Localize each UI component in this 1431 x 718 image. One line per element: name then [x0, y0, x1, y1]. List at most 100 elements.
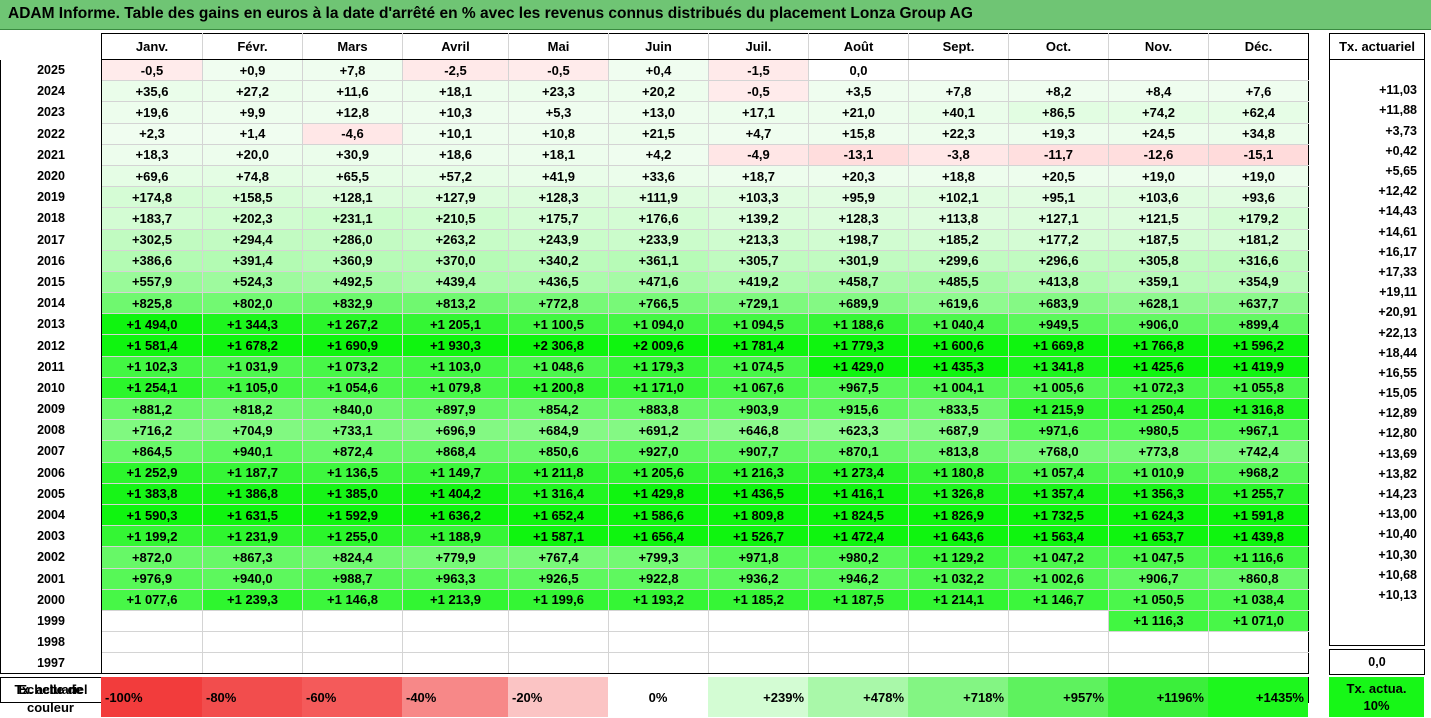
year-label: 2009 [0, 398, 102, 420]
gain-cell: +17,1 [708, 101, 809, 124]
gain-cell: +637,7 [1208, 292, 1309, 315]
tx-value: +11,03 [1329, 80, 1425, 101]
scale-swatch: +957% [1008, 677, 1108, 717]
gain-cell: +557,9 [101, 270, 203, 294]
gain-cell: +1 273,4 [808, 461, 909, 484]
tx-row: +12,89 [1329, 403, 1425, 424]
tx-value: +16,55 [1329, 362, 1425, 383]
gain-cell: +1 386,8 [202, 482, 303, 505]
year-label: 2005 [0, 483, 102, 505]
table-row: 2001 +976,9 +940,0 +988,7 +963,3 +926,5 +922,8… [0, 567, 1309, 590]
gain-cell: +8,4 [1108, 80, 1209, 103]
gain-cell: +354,9 [1208, 270, 1309, 294]
gain-cell: +1 205,1 [402, 313, 509, 336]
gain-cell: +1 809,8 [708, 503, 809, 527]
gain-cell: +361,1 [608, 249, 709, 272]
gain-cell: +1 146,8 [302, 588, 403, 611]
gain-cell [608, 609, 709, 633]
gain-cell: +360,9 [302, 249, 403, 272]
table-row: 2008 +716,2 +704,9 +733,1 +696,9 +684,9 +691,2… [0, 419, 1309, 442]
gain-cell: +689,9 [808, 292, 909, 315]
gain-cell: +1 779,3 [808, 334, 909, 357]
gain-cell: +1 038,4 [1208, 588, 1309, 611]
table-row: 2006 +1 252,9 +1 187,7 +1 136,5 +1 149,7 +1 2… [0, 461, 1309, 484]
gain-cell: +2,3 [101, 122, 203, 145]
gain-cell: +299,6 [908, 249, 1009, 272]
gain-cell: -3,8 [908, 143, 1009, 166]
gain-cell: +316,6 [1208, 249, 1309, 272]
gain-cell: +906,7 [1108, 567, 1209, 590]
gain-cell: +185,2 [908, 228, 1009, 251]
gain-cell: +1 239,3 [202, 588, 303, 611]
gain-cell: +202,3 [202, 207, 303, 230]
gain-cell: +1 781,4 [708, 334, 809, 357]
gain-cell: +20,2 [608, 80, 709, 103]
table-row: 2002 +872,0 +867,3 +824,4 +779,9 +767,4 +799,3… [0, 546, 1309, 569]
year-label: 2023 [0, 101, 102, 124]
tx-row: +16,55 [1329, 362, 1425, 383]
gain-cell: +471,6 [608, 270, 709, 294]
gain-cell: +128,3 [508, 186, 609, 209]
year-label: 2002 [0, 546, 102, 568]
gain-cell: +305,8 [1108, 249, 1209, 272]
tx-row: +14,61 [1329, 221, 1425, 242]
gain-cell: +1 094,5 [708, 313, 809, 336]
gain-cell: +684,9 [508, 419, 609, 442]
gain-cell [608, 652, 709, 675]
gain-cell [402, 652, 509, 675]
gain-cell: +1 179,3 [608, 355, 709, 378]
tx-value: +0,42 [1329, 140, 1425, 161]
gain-cell: -0,5 [101, 58, 203, 82]
year-label: 2007 [0, 440, 102, 463]
year-label: 2010 [0, 377, 102, 399]
tx-row [1329, 605, 1425, 626]
tx-value: +10,68 [1329, 564, 1425, 585]
header-row: Janv. Févr. Mars Avril Mai Juin Juil. Août Sept.… [0, 33, 1309, 60]
gain-cell: +439,4 [402, 270, 509, 294]
gain-cell: +19,0 [1108, 164, 1209, 188]
gain-cell: +183,7 [101, 207, 203, 230]
tx-row: +13,69 [1329, 443, 1425, 464]
gain-cell [708, 631, 809, 654]
gain-cell: +872,0 [101, 546, 203, 569]
gain-cell: +1 600,6 [908, 334, 1009, 357]
gain-cell: +1 591,8 [1208, 503, 1309, 527]
gain-cell: +413,8 [1008, 270, 1109, 294]
gain-cell: +30,9 [302, 143, 403, 166]
gain-cell: +1 587,1 [508, 525, 609, 548]
gain-cell: +23,3 [508, 80, 609, 103]
gain-cell: +1 643,6 [908, 525, 1009, 548]
gain-cell: +1 231,9 [202, 525, 303, 548]
gain-cell: +1 002,6 [1008, 567, 1109, 590]
gain-cell [1008, 609, 1109, 633]
gain-cell: +802,0 [202, 292, 303, 315]
table-row: 2011 +1 102,3 +1 031,9 +1 073,2 +1 103,0 +1 0… [0, 355, 1309, 378]
tx-value: +13,82 [1329, 463, 1425, 484]
gain-cell: +1 074,5 [708, 355, 809, 378]
scale-swatch: 0% [608, 677, 708, 717]
gain-cell: +4,7 [708, 122, 809, 145]
gain-cell: +864,5 [101, 440, 203, 463]
gain-cell: +2 009,6 [608, 334, 709, 357]
gain-cell: +21,5 [608, 122, 709, 145]
gain-cell: +872,4 [302, 440, 403, 463]
gain-cell: +1 526,7 [708, 525, 809, 548]
gain-cell: +27,2 [202, 80, 303, 103]
gain-cell: +370,0 [402, 249, 509, 272]
gain-cell: +1 824,5 [808, 503, 909, 527]
scale-swatch: -40% [402, 677, 508, 717]
gain-cell: +1 216,3 [708, 461, 809, 484]
gain-cell: +1 563,4 [1008, 525, 1109, 548]
gain-cell: +1 344,3 [202, 313, 303, 336]
scale-tx-swatch: Tx. actua. 10% [1329, 677, 1424, 717]
gain-cell [402, 609, 509, 633]
tx-value: +17,33 [1329, 261, 1425, 283]
gain-cell: +833,5 [908, 397, 1009, 421]
gain-cell: +1 200,8 [508, 376, 609, 400]
gain-cell: +733,1 [302, 419, 403, 442]
table-row: 2019 +174,8 +158,5 +128,1 +127,9 +128,3 +111,9… [0, 186, 1309, 209]
gain-cell: +1 416,1 [808, 482, 909, 505]
gain-cell: +897,9 [402, 397, 509, 421]
gain-cell: +1 073,2 [302, 355, 403, 378]
gain-cell: +1 472,4 [808, 525, 909, 548]
